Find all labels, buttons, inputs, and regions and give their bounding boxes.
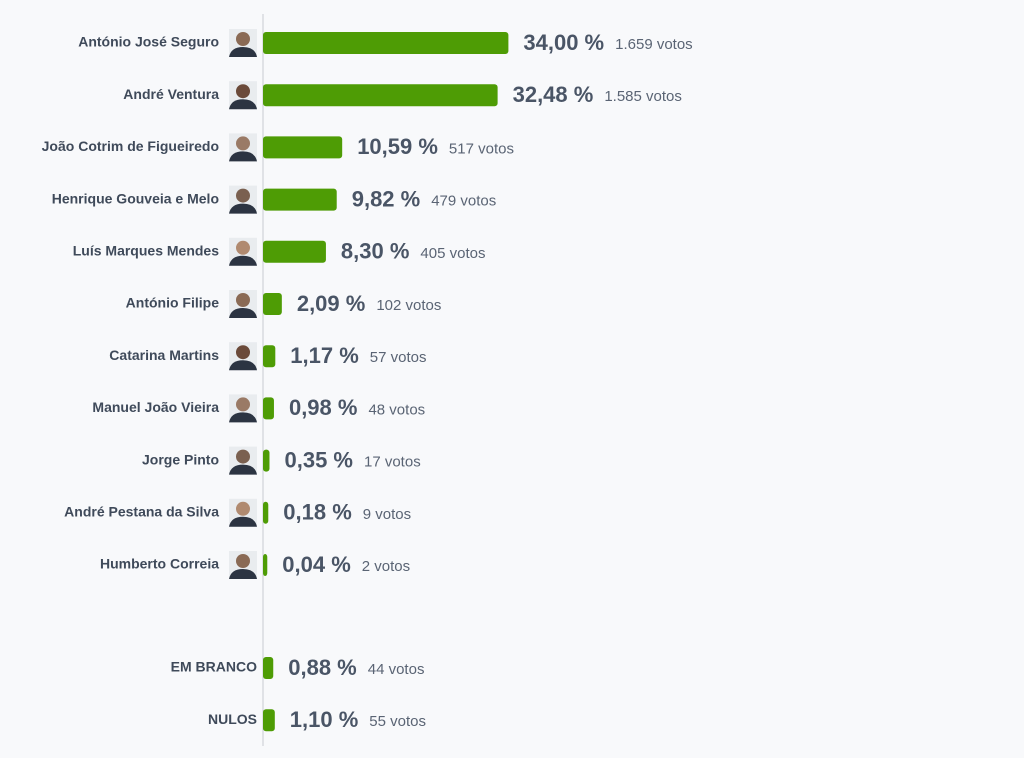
bar <box>263 293 282 315</box>
avatar-body <box>229 360 257 371</box>
avatar-head <box>236 240 250 255</box>
votes-label: 44 votos <box>368 661 425 678</box>
avatar-body <box>229 464 257 475</box>
votes-label: 517 votos <box>449 140 514 157</box>
avatar-body <box>229 47 257 57</box>
bar <box>263 84 498 107</box>
candidate-name: Manuel João Vieira <box>92 399 219 415</box>
bar <box>263 397 274 420</box>
candidate-name: NULOS <box>208 711 257 727</box>
candidate-name: António José Seguro <box>78 34 219 50</box>
votes-label: 2 votos <box>362 558 410 575</box>
votes-label: 57 votos <box>370 349 427 366</box>
candidate-name: Jorge Pinto <box>142 451 219 467</box>
votes-label: 102 votos <box>376 297 441 314</box>
avatar-head <box>236 345 250 360</box>
candidate-name: João Cotrim de Figueiredo <box>42 138 219 154</box>
avatar-head <box>236 84 250 99</box>
avatar-body <box>229 255 257 266</box>
bar <box>263 554 268 576</box>
percent-label: 0,88 % <box>288 655 357 680</box>
percent-label: 0,04 % <box>282 552 351 577</box>
avatar-body <box>229 569 257 579</box>
votes-label: 55 votos <box>369 713 426 730</box>
percent-label: 9,82 % <box>352 186 421 211</box>
candidate-name: Henrique Gouveia e Melo <box>52 190 219 206</box>
votes-label: 405 votos <box>420 245 485 262</box>
votes-label: 1.585 votos <box>604 88 682 105</box>
candidate-name: Humberto Correia <box>100 556 219 572</box>
candidate-name: EM BRANCO <box>171 659 257 675</box>
percent-label: 32,48 % <box>513 82 594 107</box>
percent-label: 0,35 % <box>284 447 353 472</box>
bar <box>263 32 509 54</box>
candidate-name: André Pestana da Silva <box>64 504 219 520</box>
avatar-body <box>229 99 257 110</box>
avatar-head <box>236 32 250 46</box>
bar <box>263 449 270 472</box>
bar <box>263 136 343 159</box>
candidate-name: António Filipe <box>126 295 220 311</box>
avatar-body <box>229 516 257 527</box>
avatar-body <box>229 308 257 318</box>
votes-label: 48 votos <box>368 401 425 418</box>
candidate-name: Catarina Martins <box>109 347 219 363</box>
bar <box>263 188 337 211</box>
percent-label: 1,10 % <box>290 707 359 732</box>
votes-label: 479 votos <box>431 193 496 210</box>
avatar-head <box>236 397 250 412</box>
bar <box>263 240 326 263</box>
percent-label: 34,00 % <box>523 30 604 55</box>
candidate-name: Luís Marques Mendes <box>73 243 219 259</box>
candidate-name: André Ventura <box>123 86 219 102</box>
percent-label: 8,30 % <box>341 239 410 264</box>
votes-label: 1.659 votos <box>615 36 693 53</box>
avatar-head <box>236 293 250 307</box>
bar <box>263 501 269 524</box>
avatar-body <box>229 412 257 423</box>
avatar-head <box>236 501 250 516</box>
percent-label: 1,17 % <box>290 343 359 368</box>
votes-label: 9 votos <box>363 506 411 523</box>
avatar-head <box>236 136 250 151</box>
avatar-head <box>236 188 250 203</box>
avatar-body <box>229 151 257 162</box>
bar <box>263 345 276 368</box>
bar <box>263 657 274 679</box>
percent-label: 10,59 % <box>357 134 438 159</box>
percent-label: 2,09 % <box>297 291 366 316</box>
percent-label: 0,18 % <box>283 500 352 525</box>
avatar-body <box>229 203 257 214</box>
bar <box>263 709 275 732</box>
avatar-head <box>236 554 250 568</box>
avatar-head <box>236 449 250 464</box>
percent-label: 0,98 % <box>289 395 358 420</box>
votes-label: 17 votos <box>364 454 421 471</box>
